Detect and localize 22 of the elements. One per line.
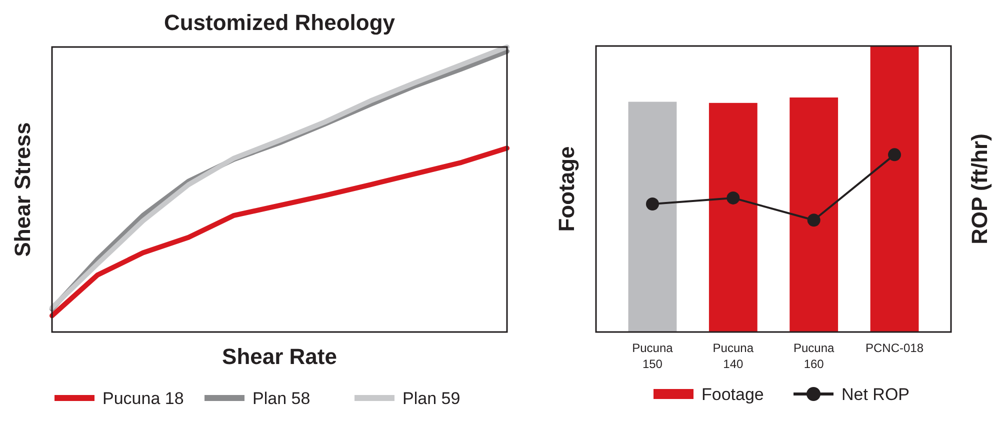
legend-label: Plan 58 xyxy=(252,388,310,408)
x-tick-label: PCNC-018 xyxy=(866,341,924,355)
x-tick-label: Pucuna 140 xyxy=(712,341,754,371)
point xyxy=(888,148,902,162)
legend-label: Net ROP xyxy=(842,384,910,404)
x-axis-title: Shear Rate xyxy=(222,344,337,369)
legend-label: Pucuna 18 xyxy=(102,388,184,408)
chart-title: Customized Rheology xyxy=(164,10,396,35)
bar xyxy=(790,97,838,332)
point xyxy=(726,191,740,204)
bar xyxy=(870,46,919,332)
bar xyxy=(628,102,677,332)
point xyxy=(807,214,820,227)
x-tick-label: Pucuna 150 xyxy=(632,341,674,371)
bar xyxy=(708,102,758,332)
y-axis-title: Footage xyxy=(554,146,579,232)
legend-label: Footage xyxy=(702,384,764,404)
x-tick-label: Pucuna 160 xyxy=(793,341,835,371)
y-axis-title: Shear Stress xyxy=(10,122,35,257)
point xyxy=(646,197,659,210)
y2-axis-title: ROP (ft/hr) xyxy=(967,134,992,244)
legend-label: Plan 59 xyxy=(402,388,460,408)
